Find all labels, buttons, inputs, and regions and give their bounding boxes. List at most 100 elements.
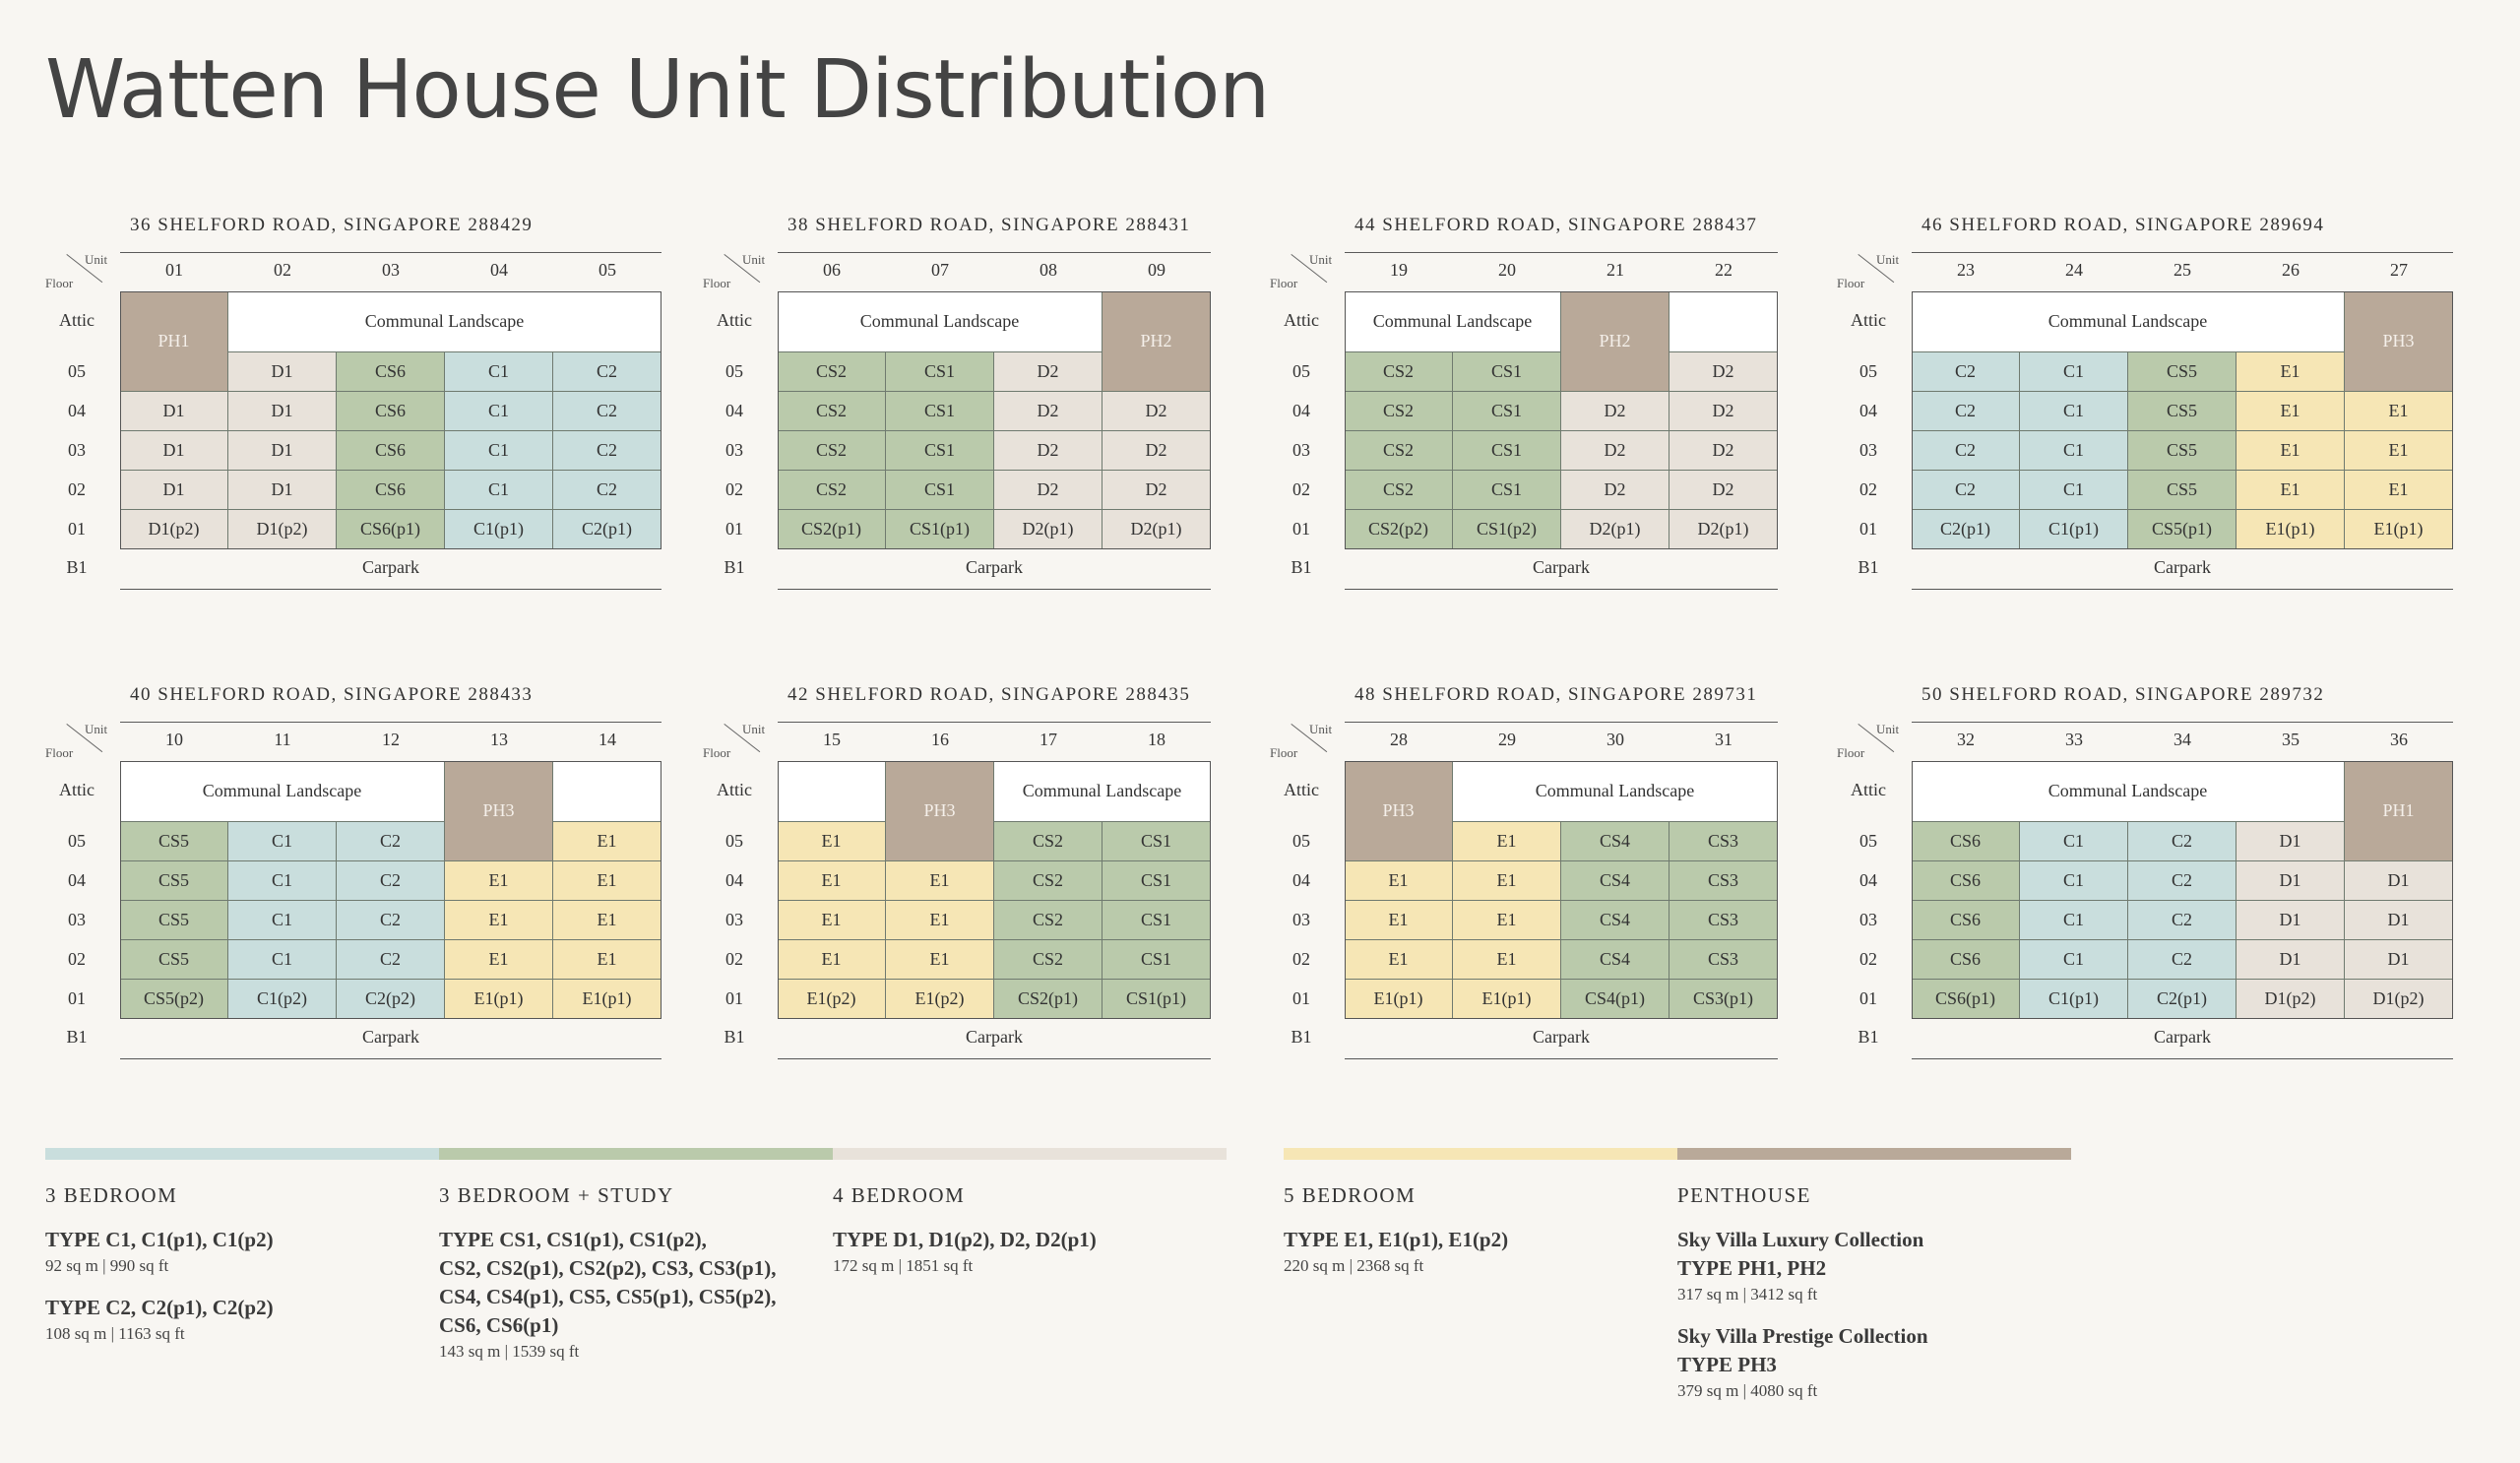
- floor-axis-label: Floor: [1270, 276, 1298, 290]
- legend-group: 4 BEDROOM TYPE D1, D1(p2), D2, D2(p1) 172 …: [833, 1148, 1227, 1276]
- unit-cell: CS6: [1912, 901, 2020, 940]
- unit-cell: E1: [553, 861, 662, 901]
- floor-label-05: 05: [68, 361, 86, 381]
- header-line: [1912, 252, 2453, 253]
- unit-cell: D2: [1670, 431, 1778, 471]
- floor-label-attic: Attic: [717, 780, 752, 799]
- unit-cell: C1: [2020, 392, 2128, 431]
- unit-cell: E1: [2345, 431, 2453, 471]
- unit-cell: CS5: [120, 861, 228, 901]
- unit-cell: D1(p2): [228, 510, 337, 549]
- unit-area: 220 sq m | 2368 sq ft: [1284, 1256, 1424, 1275]
- floor-label-05: 05: [725, 361, 743, 381]
- unit-cell: CS2: [1345, 431, 1453, 471]
- unit-cell: CS4(p1): [1561, 980, 1670, 1019]
- legend-title: 3 BEDROOM: [45, 1183, 178, 1207]
- floor-axis-label: Floor: [45, 276, 74, 290]
- unit-area: 108 sq m | 1163 sq ft: [45, 1324, 185, 1343]
- unit-cell: CS1: [1453, 431, 1561, 471]
- legend-group: 3 BEDROOM TYPE C1, C1(p1), C1(p2) 92 sq m …: [45, 1148, 439, 1344]
- unit-cell: C1: [228, 940, 337, 980]
- unit-cell: E1(p1): [553, 980, 662, 1019]
- unit-cell: D2: [994, 431, 1102, 471]
- empty-cell: [553, 761, 662, 822]
- floor-label-05: 05: [1292, 361, 1310, 381]
- floor-label-01: 01: [1292, 519, 1310, 539]
- page-title: Watten House Unit Distribution: [45, 43, 1270, 137]
- type-label: TYPE D1, D1(p2), D2, D2(p1): [833, 1228, 1097, 1251]
- unit-cell: E1: [1345, 901, 1453, 940]
- unit-cell: D2: [1561, 431, 1670, 471]
- floor-label-b1: B1: [1291, 1027, 1312, 1047]
- unit-cell: D2(p1): [994, 510, 1102, 549]
- unit-cell: E1: [2236, 352, 2345, 392]
- unit-number: 02: [274, 260, 291, 280]
- unit-cell: E1: [886, 861, 994, 901]
- unit-cell: D1: [228, 392, 337, 431]
- floor-label-05: 05: [68, 831, 86, 851]
- floor-label-03: 03: [1859, 440, 1877, 460]
- floor-label-03: 03: [1292, 440, 1310, 460]
- unit-cell: D1: [2236, 822, 2345, 861]
- unit-cell: C2: [1912, 352, 2020, 392]
- unit-cell: E1: [778, 861, 886, 901]
- floor-label-02: 02: [1859, 949, 1877, 969]
- legend-color-bar: [833, 1148, 1227, 1160]
- floor-label-01: 01: [725, 519, 743, 539]
- unit-cell: E1: [1453, 861, 1561, 901]
- unit-number: 32: [1957, 730, 1975, 749]
- unit-cell: C1: [2020, 861, 2128, 901]
- unit-cell: CS2: [778, 431, 886, 471]
- unit-cell: C2: [337, 901, 445, 940]
- unit-cell: CS2: [994, 940, 1102, 980]
- legend-group: PENTHOUSE Sky Villa Luxury Collection TYPE…: [1677, 1148, 2071, 1401]
- unit-area: 92 sq m | 990 sq ft: [45, 1256, 169, 1275]
- unit-cell: D2: [994, 352, 1102, 392]
- unit-cell: D1: [120, 431, 228, 471]
- floor-label-attic: Attic: [59, 310, 94, 330]
- unit-cell: E1: [553, 940, 662, 980]
- floor-label-03: 03: [68, 440, 86, 460]
- unit-cell: C2: [337, 861, 445, 901]
- unit-area: 317 sq m | 3412 sq ft: [1677, 1285, 1818, 1304]
- communal-landscape-cell: Communal Landscape: [120, 761, 445, 822]
- legend-title: 4 BEDROOM: [833, 1183, 966, 1207]
- unit-cell: C1: [228, 861, 337, 901]
- unit-cell: C1: [2020, 431, 2128, 471]
- unit-cell: E1: [886, 901, 994, 940]
- unit-cell: E1: [553, 901, 662, 940]
- type-label: TYPE PH3: [1677, 1353, 1777, 1376]
- type-label: TYPE CS1, CS1(p1), CS1(p2),: [439, 1228, 707, 1251]
- penthouse-cell: PH2: [1102, 291, 1211, 392]
- carpark-label: Carpark: [1533, 557, 1590, 577]
- floor-label-b1: B1: [1291, 557, 1312, 577]
- unit-axis-label: Unit: [1309, 722, 1333, 736]
- unit-cell: E1: [2236, 431, 2345, 471]
- unit-cell: E1: [445, 901, 553, 940]
- unit-number: 26: [2282, 260, 2300, 280]
- unit-cell: CS1: [1453, 392, 1561, 431]
- carpark-line: [120, 1058, 662, 1059]
- unit-cell: CS1: [1453, 352, 1561, 392]
- unit-cell: C2: [553, 471, 662, 510]
- unit-cell: CS1: [1102, 940, 1211, 980]
- type-label: Sky Villa Luxury Collection: [1677, 1228, 1924, 1251]
- unit-cell: E1: [2236, 471, 2345, 510]
- carpark-line: [1912, 1058, 2453, 1059]
- unit-cell: CS6(p1): [337, 510, 445, 549]
- floor-label-04: 04: [725, 870, 743, 890]
- communal-landscape-cell: Communal Landscape: [228, 291, 662, 352]
- header-line: [1345, 252, 1778, 253]
- unit-axis-label: Unit: [742, 722, 766, 736]
- unit-grid: Communal Landscape PH3 CS5 C1 C2 E1 CS5 C1 C2 E1 E…: [120, 761, 662, 1019]
- unit-number: 36: [2390, 730, 2408, 749]
- type-label: CS6, CS6(p1): [439, 1313, 559, 1337]
- header-line: [778, 722, 1211, 723]
- building-block: 40 SHELFORD ROAD, SINGAPORE 288433 Unit Fl…: [45, 684, 662, 1078]
- unit-cell: C2: [1912, 471, 2020, 510]
- unit-number: 28: [1390, 730, 1408, 749]
- unit-number: 05: [598, 260, 616, 280]
- legend-group: 5 BEDROOM TYPE E1, E1(p1), E1(p2) 220 sq m…: [1284, 1148, 1677, 1276]
- unit-cell: D2: [1670, 352, 1778, 392]
- empty-cell: [1670, 291, 1778, 352]
